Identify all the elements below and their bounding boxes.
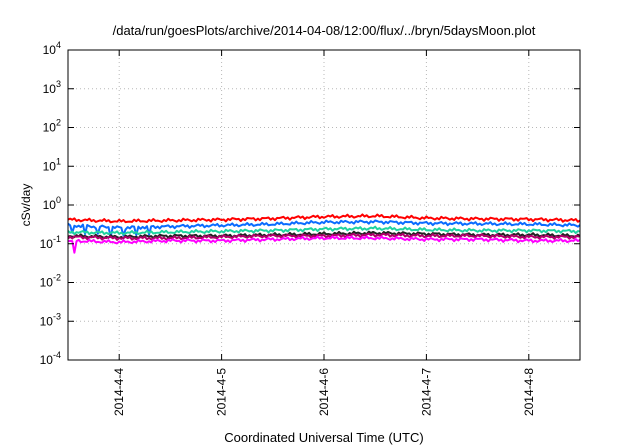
y-tick-label: 10-4 [40,350,61,367]
x-tick-label: 2014-4-4 [112,368,126,416]
y-tick-label: 10-1 [40,234,61,251]
grid [68,50,580,360]
series-layer [67,213,581,254]
y-tick-label: 103 [43,79,61,96]
y-tick-label: 101 [43,156,61,173]
series-line [67,213,581,224]
series-line [67,232,581,241]
x-tick-label: 2014-4-6 [317,368,331,416]
x-axis-label: Coordinated Universal Time (UTC) [224,430,423,445]
y-axis: 10-4 10-3 10-2 10-1 100 101 102 103 104 [40,40,580,367]
chart-title: /data/run/goesPlots/archive/2014-04-08/1… [113,23,536,38]
x-tick-label: 2014-4-8 [522,368,536,416]
x-axis: 2014-4-4 2014-4-5 2014-4-6 2014-4-7 2014-4-8 [112,50,536,416]
y-tick-label: 102 [43,118,61,135]
series-line [67,235,581,254]
y-tick-label: 100 [43,195,61,212]
x-tick-label: 2014-4-5 [215,368,229,416]
y-tick-label: 10-3 [40,311,61,328]
y-tick-label: 10-2 [40,273,61,290]
series-line [67,225,581,236]
y-tick-label: 104 [43,40,61,57]
x-tick-label: 2014-4-7 [419,368,433,416]
y-axis-label: cSv/day [19,184,33,227]
series-line [67,219,581,239]
